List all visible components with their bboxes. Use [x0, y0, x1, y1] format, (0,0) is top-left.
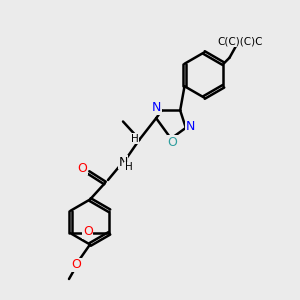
- Text: H: H: [124, 162, 132, 172]
- Text: H: H: [131, 134, 139, 144]
- Text: C(C)(C)C: C(C)(C)C: [217, 36, 263, 46]
- Text: O: O: [83, 225, 93, 238]
- Text: N: N: [152, 101, 161, 115]
- Text: N: N: [186, 120, 195, 133]
- Text: O: O: [168, 136, 177, 149]
- Text: N: N: [118, 155, 128, 169]
- Text: O: O: [72, 258, 81, 272]
- Text: O: O: [78, 161, 87, 175]
